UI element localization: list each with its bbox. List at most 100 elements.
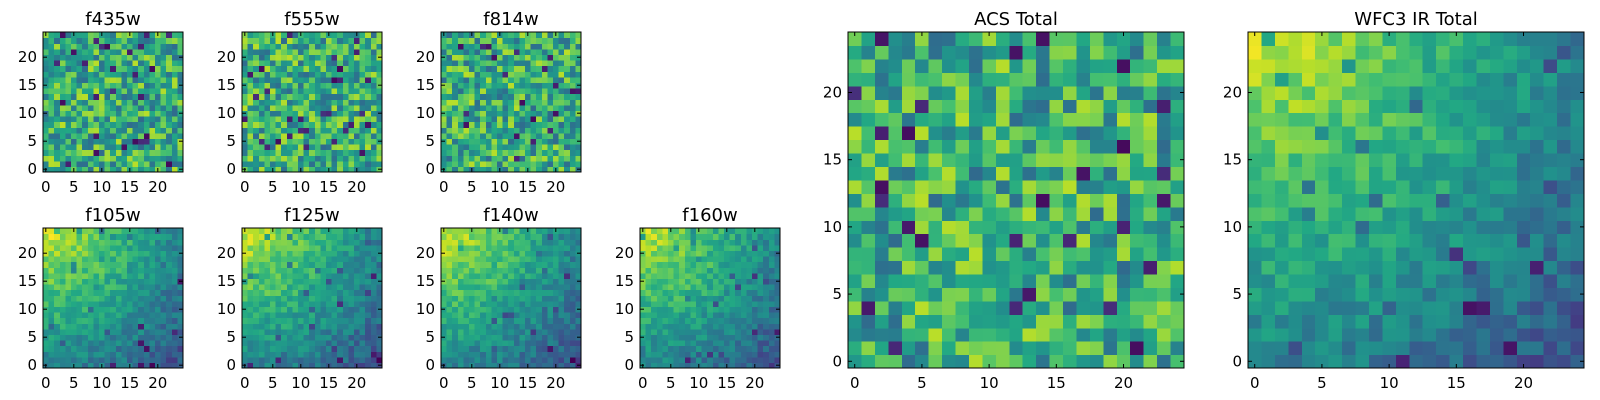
heatmap-cell (684, 317, 691, 324)
heatmap-cell (707, 300, 714, 307)
heatmap-cell (564, 267, 571, 274)
heatmap-cell (480, 138, 487, 145)
heatmap-cell (342, 71, 349, 78)
heatmap-cell (1103, 260, 1118, 275)
heatmap-cell (558, 93, 565, 100)
heatmap-cell (768, 317, 775, 324)
heatmap-cell (127, 312, 134, 319)
heatmap-cell (575, 228, 582, 235)
heatmap-cell (564, 82, 571, 89)
heatmap-cell (292, 82, 299, 89)
heatmap-cell (43, 284, 50, 291)
heatmap-cell (143, 284, 150, 291)
heatmap-cell (166, 160, 173, 167)
heatmap-cell (502, 43, 509, 50)
heatmap-cell (485, 155, 492, 162)
heatmap-cell (718, 317, 725, 324)
heatmap-cell (645, 295, 652, 302)
heatmap-cell (320, 54, 327, 61)
heatmap-cell (463, 278, 470, 285)
heatmap-cell (247, 54, 254, 61)
heatmap-cell (874, 247, 889, 262)
heatmap-cell (247, 306, 254, 313)
heatmap-cell (497, 312, 504, 319)
heatmap-cell (171, 110, 178, 117)
heatmap-cell (1063, 247, 1078, 262)
heatmap-cell (303, 323, 310, 330)
heatmap-cell (519, 32, 526, 39)
heatmap-cell (247, 250, 254, 257)
heatmap-cell (354, 284, 361, 291)
heatmap-cell (275, 149, 282, 156)
heatmap-cell (298, 289, 305, 296)
heatmap-cell (541, 289, 548, 296)
heatmap-cell (955, 220, 970, 235)
heatmap-cell (485, 317, 492, 324)
heatmap-cell (656, 312, 663, 319)
heatmap-cell (668, 300, 675, 307)
heatmap-cell (104, 272, 111, 279)
heatmap-cell (1049, 233, 1064, 248)
heatmap-cell (513, 166, 520, 173)
heatmap-cell (519, 71, 526, 78)
heatmap-cell (452, 340, 459, 347)
heatmap-cell (575, 149, 582, 156)
heatmap-cell (270, 312, 277, 319)
heatmap-cell (143, 104, 150, 111)
heatmap-cell (508, 233, 515, 240)
heatmap-cell (303, 244, 310, 251)
heatmap-cell (696, 328, 703, 335)
heatmap-cell (469, 345, 476, 352)
heatmap-cell (331, 132, 338, 139)
heatmap-cell (376, 256, 383, 263)
heatmap-cell (729, 233, 736, 240)
heatmap-cell (337, 160, 344, 167)
heatmap-cell (48, 250, 55, 257)
panel-title: f140w (483, 205, 538, 226)
heatmap-cell (43, 93, 50, 100)
heatmap-cell (673, 340, 680, 347)
heatmap-cell (314, 340, 321, 347)
heatmap-cell (575, 351, 582, 358)
heatmap-cell (541, 76, 548, 83)
heatmap-cell (166, 295, 173, 302)
heatmap-cell (99, 267, 106, 274)
heatmap-cell (513, 340, 520, 347)
heatmap-cell (1063, 193, 1078, 208)
heatmap-cell (740, 267, 747, 274)
heatmap-cell (553, 76, 560, 83)
heatmap-cell (774, 239, 781, 246)
heatmap-cell (463, 328, 470, 335)
heatmap-cell (457, 82, 464, 89)
heatmap-cell (143, 356, 150, 363)
heatmap-cell (155, 278, 162, 285)
heatmap-cell (1103, 341, 1118, 356)
heatmap-cell (115, 289, 122, 296)
heatmap-cell (115, 104, 122, 111)
heatmap-cell (160, 328, 167, 335)
heatmap-cell (575, 144, 582, 151)
heatmap-cell (463, 334, 470, 341)
heatmap-cell (87, 351, 94, 358)
heatmap-cell (530, 289, 537, 296)
axes-frame (440, 227, 582, 369)
heatmap-cell (309, 278, 316, 285)
heatmap-cell (553, 127, 560, 134)
heatmap-cell (746, 351, 753, 358)
heatmap-cell (370, 144, 377, 151)
heatmap-cell (861, 220, 876, 235)
heatmap-cell (298, 340, 305, 347)
heatmap-cell (87, 233, 94, 240)
heatmap-cell (298, 82, 305, 89)
heatmap-cell (558, 284, 565, 291)
heatmap-cell (656, 351, 663, 358)
heatmap-cell (354, 43, 361, 50)
heatmap-cell (132, 267, 139, 274)
heatmap-cell (502, 149, 509, 156)
heatmap-cell (365, 110, 372, 117)
heatmap-cell (729, 256, 736, 263)
heatmap-cell (331, 160, 338, 167)
heatmap-cell (525, 233, 532, 240)
heatmap-cell (485, 54, 492, 61)
heatmap-cell (763, 295, 770, 302)
